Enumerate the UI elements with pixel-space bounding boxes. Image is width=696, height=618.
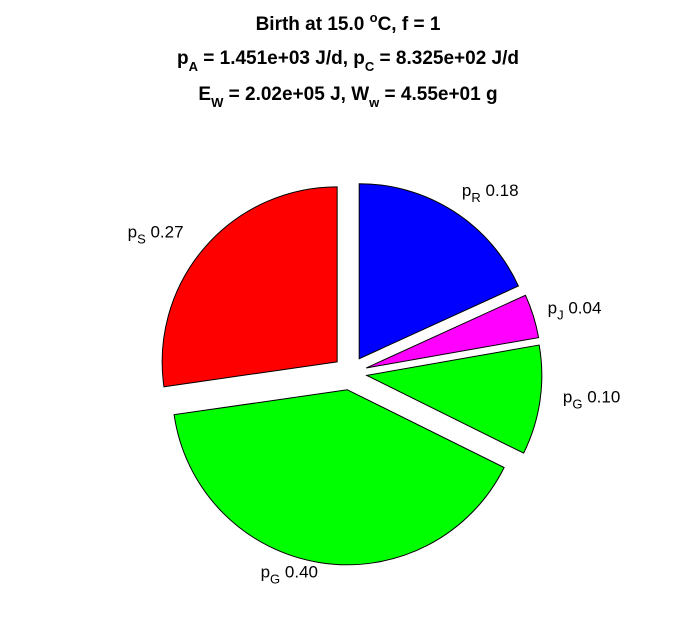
slice-label-pG-3: pG 0.40 [261,562,318,586]
slice-label-pR-0: pR 0.18 [462,181,519,205]
pie-slice-pJ-1 [366,294,540,369]
slice-label-pJ-1: pJ 0.04 [548,299,602,323]
slice-label-pG-2: pG 0.10 [563,387,620,411]
pie-slice-pG-2 [365,344,543,454]
chart-title: Birth at 15.0 oC, f = 1 pA = 1.451e+03 J… [177,10,519,110]
pie-slice-pR-0 [358,183,520,360]
pie-slices [161,183,543,566]
pie-slice-pG-3 [173,389,505,566]
slice-label-pS-4: pS 0.27 [128,222,184,246]
pie-labels: pR 0.18 pJ 0.04 pG 0.10 pG 0.40 pS 0.27 [128,181,621,587]
pie-slice-pS-4 [161,186,338,388]
title-line-2: pA = 1.451e+03 J/d, pC = 8.325e+02 J/d [177,48,519,74]
title-line-1: Birth at 15.0 oC, f = 1 [256,10,441,35]
title-line-3: EW = 2.02e+05 J, Ww = 4.55e+01 g [198,84,497,110]
